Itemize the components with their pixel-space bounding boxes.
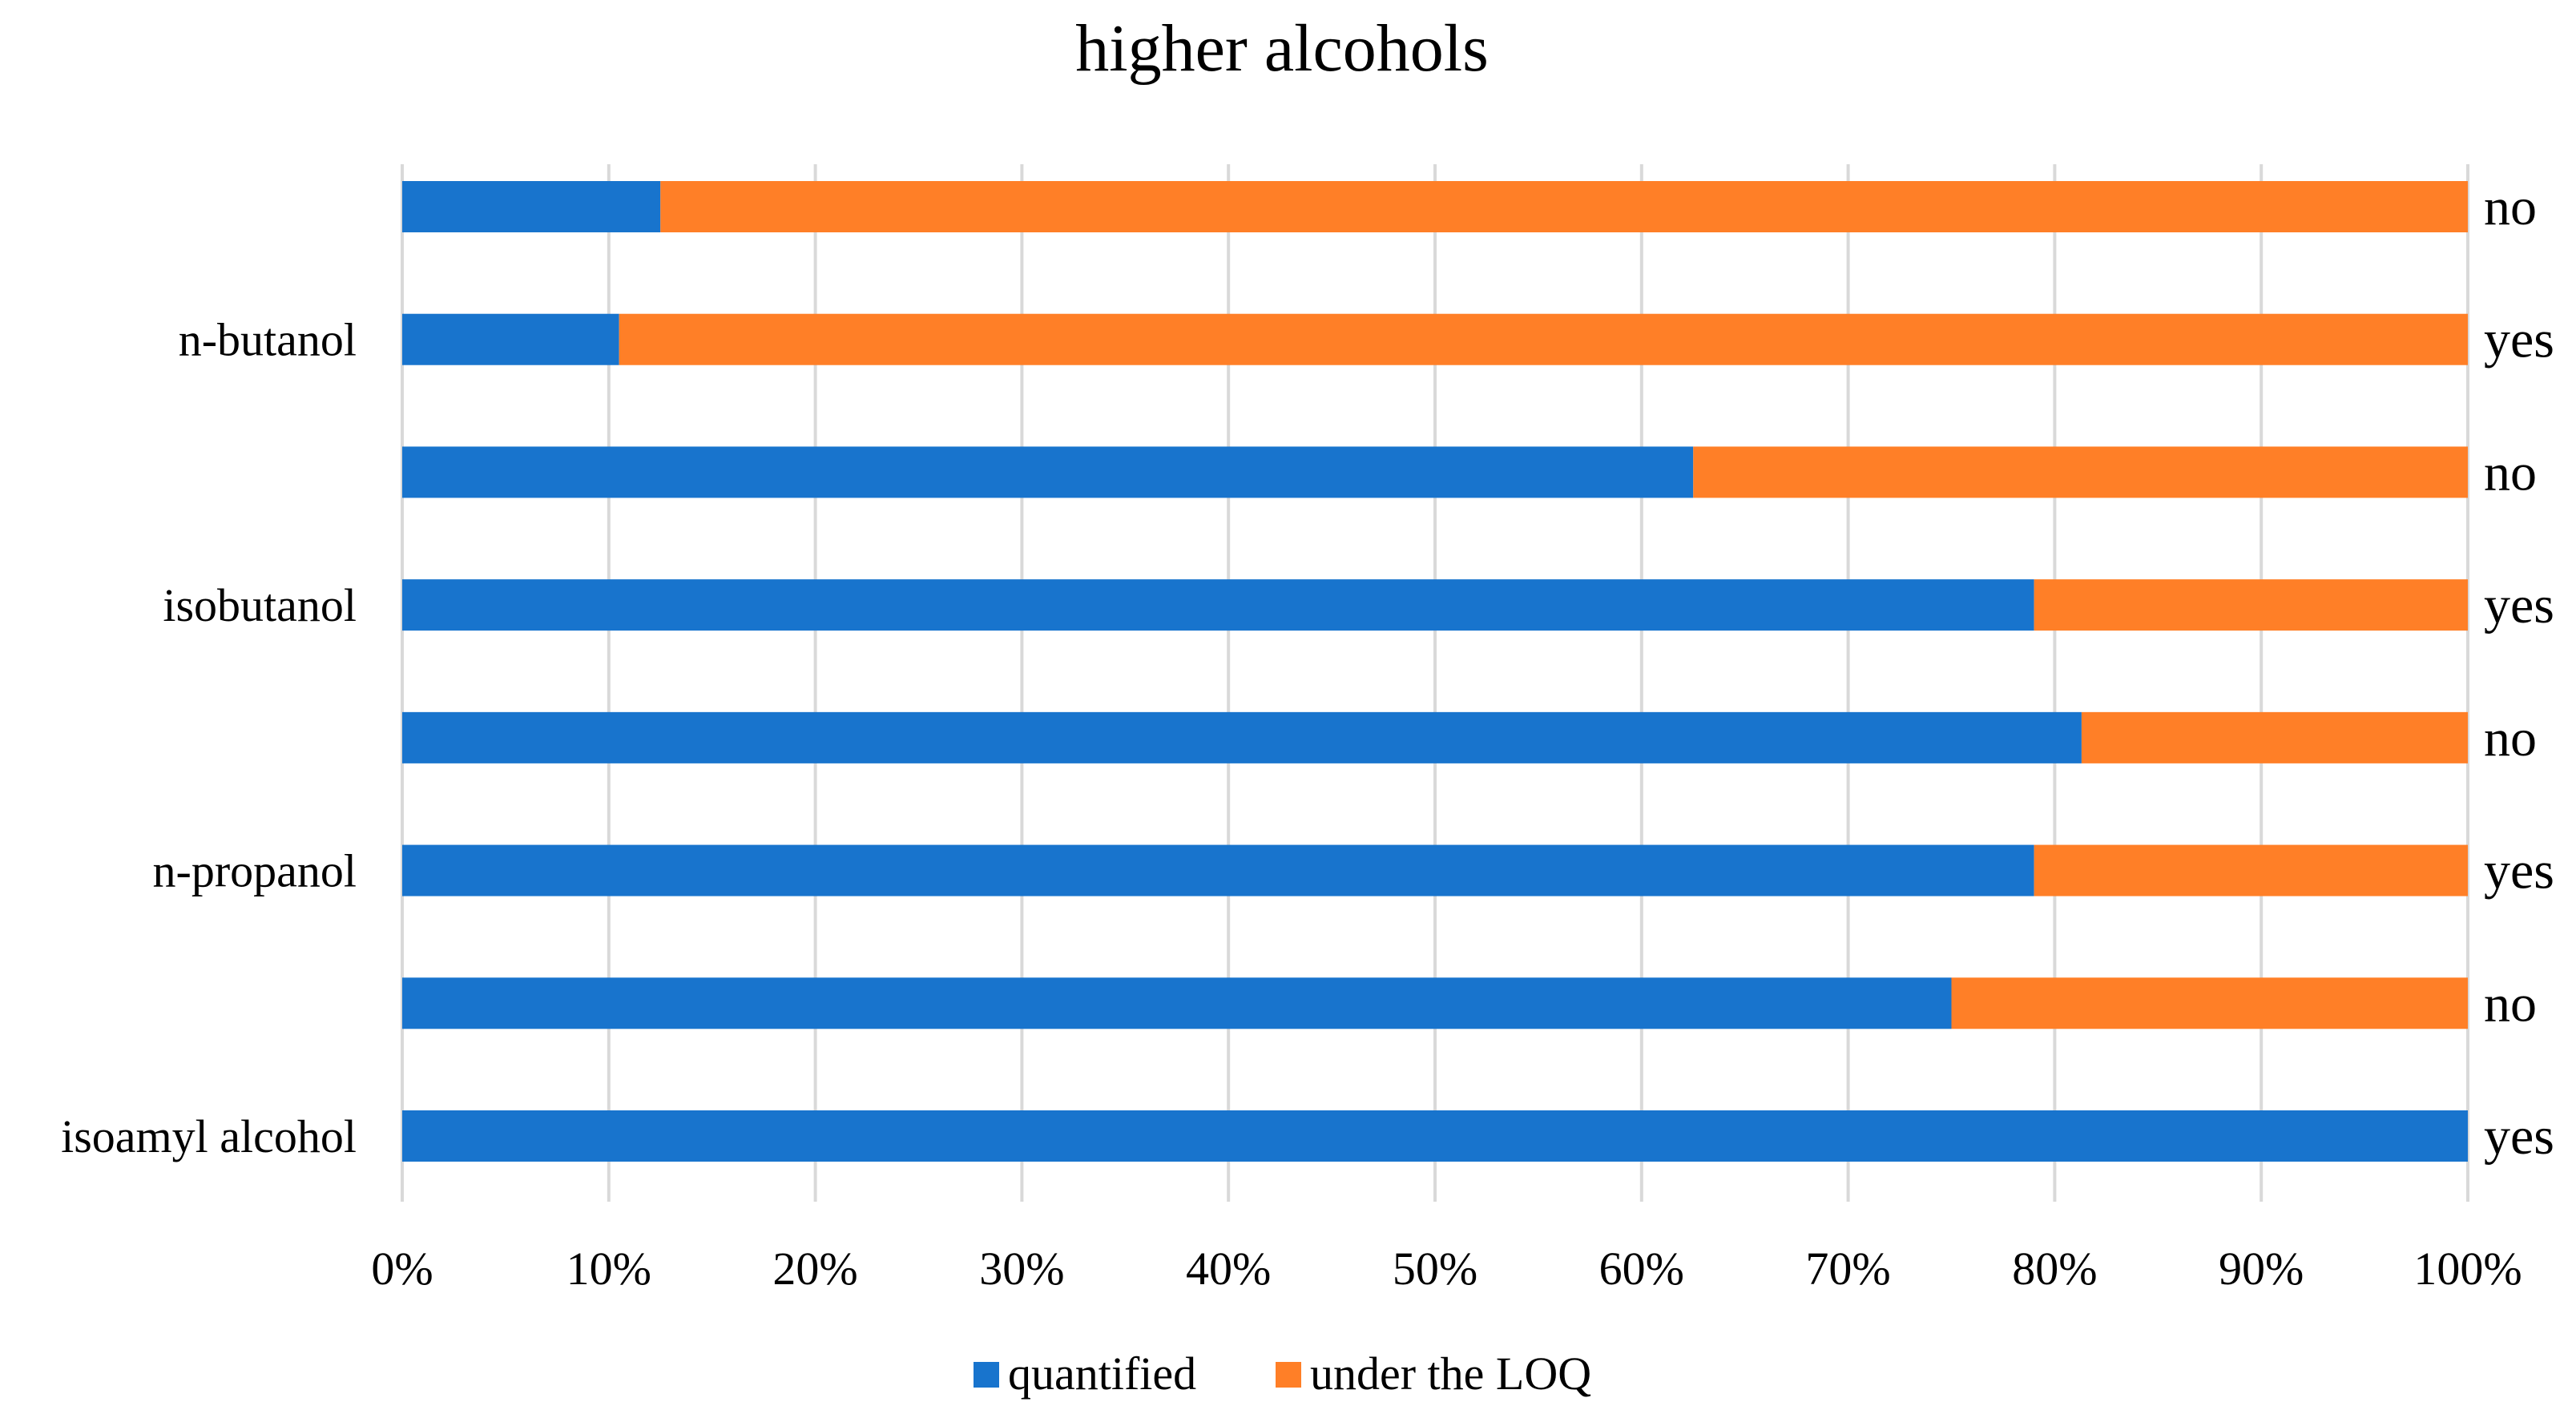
- x-tick-label: 100%: [2413, 1243, 2522, 1295]
- bar-under-loq: [2034, 844, 2468, 896]
- category-label: n-propanol: [153, 845, 357, 897]
- category-label: isoamyl alcohol: [61, 1110, 357, 1162]
- x-tick-label: 30%: [979, 1243, 1064, 1295]
- chart-title: higher alcohols: [1075, 11, 1489, 86]
- x-tick-label: 10%: [566, 1243, 651, 1295]
- right-label: no: [2484, 974, 2537, 1033]
- legend-label: under the LOQ: [1310, 1348, 1591, 1400]
- right-label: no: [2484, 443, 2537, 502]
- bar-under-loq: [2081, 711, 2468, 763]
- legend-swatch: [974, 1362, 999, 1388]
- x-tick-label: 70%: [1805, 1243, 1890, 1295]
- right-label: yes: [2484, 311, 2554, 369]
- x-tick-label: 60%: [1599, 1243, 1684, 1295]
- right-label: no: [2484, 178, 2537, 236]
- x-tick-label: 0%: [371, 1243, 433, 1295]
- bar-under-loq: [619, 313, 2469, 365]
- bar-quantified: [402, 844, 2034, 896]
- category-label: isobutanol: [163, 579, 357, 631]
- x-tick-label: 20%: [772, 1243, 857, 1295]
- x-tick-label: 80%: [2012, 1243, 2097, 1295]
- bar-quantified: [402, 977, 1952, 1029]
- right-labels: yes no yes no yes no yes no: [2484, 178, 2554, 1166]
- bar-quantified: [402, 181, 661, 232]
- right-label: yes: [2484, 842, 2554, 900]
- right-label: no: [2484, 709, 2537, 767]
- legend-swatch: [1276, 1362, 1301, 1388]
- bar-under-loq: [2034, 579, 2468, 631]
- bar-under-loq: [1951, 977, 2468, 1029]
- bar-quantified: [402, 1110, 2468, 1162]
- category-labels: isoamyl alcohol n-propanol isobutanol n-but…: [61, 314, 357, 1162]
- bar-quantified: [402, 446, 1694, 498]
- bar-under-loq: [660, 181, 2468, 232]
- legend: quantified under the LOQ: [974, 1348, 1591, 1400]
- bar-quantified: [402, 579, 2034, 631]
- bar-quantified: [402, 313, 619, 365]
- bar-under-loq: [1693, 446, 2468, 498]
- right-label: yes: [2484, 1107, 2554, 1166]
- x-tick-labels: 0% 10% 20% 30% 40% 50% 60% 70% 80% 90% 100%: [371, 1243, 2522, 1295]
- bar-quantified: [402, 711, 2082, 763]
- x-tick-label: 40%: [1186, 1243, 1271, 1295]
- right-label: yes: [2484, 576, 2554, 634]
- x-tick-label: 90%: [2219, 1243, 2304, 1295]
- category-label: n-butanol: [179, 314, 357, 366]
- bars: [402, 181, 2469, 1162]
- legend-label: quantified: [1008, 1348, 1196, 1400]
- x-tick-label: 50%: [1393, 1243, 1477, 1295]
